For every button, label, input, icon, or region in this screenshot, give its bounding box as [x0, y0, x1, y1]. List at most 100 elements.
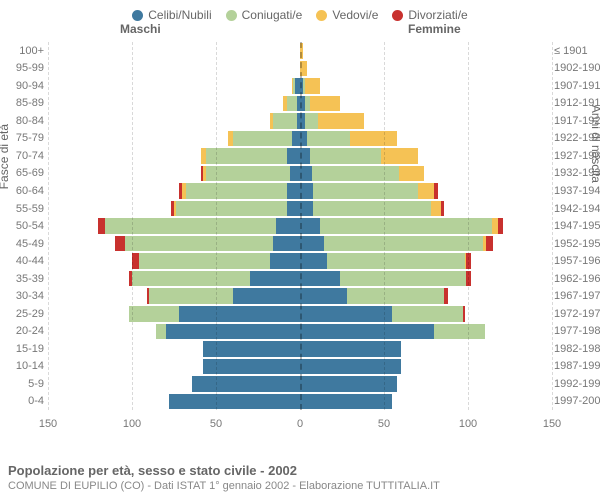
birth-year-label: 1937-1941 — [554, 185, 600, 197]
male-bar — [192, 376, 300, 392]
column-headers: Maschi Femmine — [0, 22, 600, 40]
legend-label: Vedovi/e — [332, 8, 378, 22]
female-bar — [300, 341, 401, 357]
birth-year-label: 1997-2001 — [554, 395, 600, 407]
birth-year-label: 1947-1951 — [554, 220, 600, 232]
bar-segment — [300, 288, 347, 304]
bar-segment — [276, 218, 300, 234]
age-label: 10-14 — [2, 360, 44, 372]
bar-segment — [115, 236, 125, 252]
chart-title: Popolazione per età, sesso e stato civil… — [8, 463, 440, 478]
bar-segment — [273, 236, 300, 252]
bar-segment — [233, 288, 300, 304]
bar-segment — [203, 359, 300, 375]
bar-segment — [166, 324, 300, 340]
age-label: 15-19 — [2, 343, 44, 355]
bar-segment — [300, 201, 313, 217]
grid-line — [468, 42, 469, 410]
bar-segment — [250, 271, 300, 287]
legend-item: Divorziati/e — [392, 8, 467, 22]
male-bar — [203, 359, 300, 375]
bar-segment — [399, 166, 424, 182]
age-label: 75-79 — [2, 132, 44, 144]
bar-segment — [327, 253, 465, 269]
bar-segment — [300, 253, 327, 269]
bar-segment — [312, 166, 399, 182]
bar-segment — [300, 271, 340, 287]
bar-segment — [381, 148, 418, 164]
female-bar — [300, 201, 444, 217]
female-bar — [300, 394, 392, 410]
bar-segment — [179, 306, 300, 322]
bar-segment — [290, 166, 300, 182]
birth-year-label: 1967-1971 — [554, 290, 600, 302]
female-bar — [300, 148, 418, 164]
male-bar — [270, 113, 300, 129]
population-pyramid: 100+≤ 190195-991902-190690-941907-191185… — [48, 42, 552, 430]
female-bar — [300, 359, 401, 375]
birth-year-label: 1917-1921 — [554, 115, 600, 127]
age-label: 100+ — [2, 45, 44, 57]
bar-segment — [340, 271, 466, 287]
bar-segment — [287, 148, 300, 164]
age-label: 85-89 — [2, 97, 44, 109]
age-label: 80-84 — [2, 115, 44, 127]
legend-item: Coniugati/e — [226, 8, 303, 22]
female-bar — [300, 131, 397, 147]
bar-segment — [300, 236, 324, 252]
bar-segment — [206, 148, 287, 164]
female-bar — [300, 288, 448, 304]
female-bar — [300, 253, 471, 269]
male-bar — [98, 218, 300, 234]
bar-segment — [305, 78, 320, 94]
male-bar — [129, 271, 300, 287]
age-label: 95-99 — [2, 62, 44, 74]
birth-year-label: 1982-1986 — [554, 343, 600, 355]
female-bar — [300, 376, 397, 392]
birth-year-label: 1922-1926 — [554, 132, 600, 144]
bar-segment — [347, 288, 444, 304]
birth-year-label: 1987-1991 — [554, 360, 600, 372]
bar-segment — [434, 324, 484, 340]
bar-segment — [125, 236, 273, 252]
bar-segment — [305, 113, 318, 129]
legend-label: Celibi/Nubili — [148, 8, 211, 22]
legend: Celibi/Nubili Coniugati/e Vedovi/e Divorzia… — [0, 0, 600, 22]
birth-year-label: 1962-1966 — [554, 273, 600, 285]
center-axis-line — [300, 42, 302, 410]
male-bar — [156, 324, 300, 340]
bar-segment — [431, 201, 441, 217]
female-bar — [300, 183, 438, 199]
female-bar — [300, 271, 471, 287]
age-label: 50-54 — [2, 220, 44, 232]
birth-year-label: 1907-1911 — [554, 80, 600, 92]
bar-segment — [498, 218, 503, 234]
x-tick-label: 50 — [210, 418, 222, 430]
bar-segment — [273, 113, 297, 129]
bar-segment — [300, 183, 313, 199]
bar-segment — [300, 376, 397, 392]
age-label: 5-9 — [2, 378, 44, 390]
female-bar — [300, 306, 465, 322]
birth-year-label: 1957-1961 — [554, 255, 600, 267]
bar-segment — [463, 306, 465, 322]
birth-year-label: 1992-1996 — [554, 378, 600, 390]
bar-segment — [486, 236, 493, 252]
age-label: 65-69 — [2, 167, 44, 179]
bar-segment — [350, 131, 397, 147]
legend-label: Divorziati/e — [408, 8, 467, 22]
bar-segment — [441, 201, 444, 217]
bar-segment — [233, 131, 292, 147]
bar-segment — [176, 201, 287, 217]
birth-year-label: 1902-1906 — [554, 62, 600, 74]
bar-segment — [287, 201, 300, 217]
bar-segment — [300, 394, 392, 410]
bar-segment — [300, 218, 320, 234]
birth-year-label: 1972-1976 — [554, 308, 600, 320]
female-bar — [300, 218, 503, 234]
bar-segment — [132, 253, 139, 269]
bar-segment — [418, 183, 435, 199]
birth-year-label: 1977-1981 — [554, 325, 600, 337]
male-bar — [179, 183, 300, 199]
legend-item: Celibi/Nubili — [132, 8, 211, 22]
